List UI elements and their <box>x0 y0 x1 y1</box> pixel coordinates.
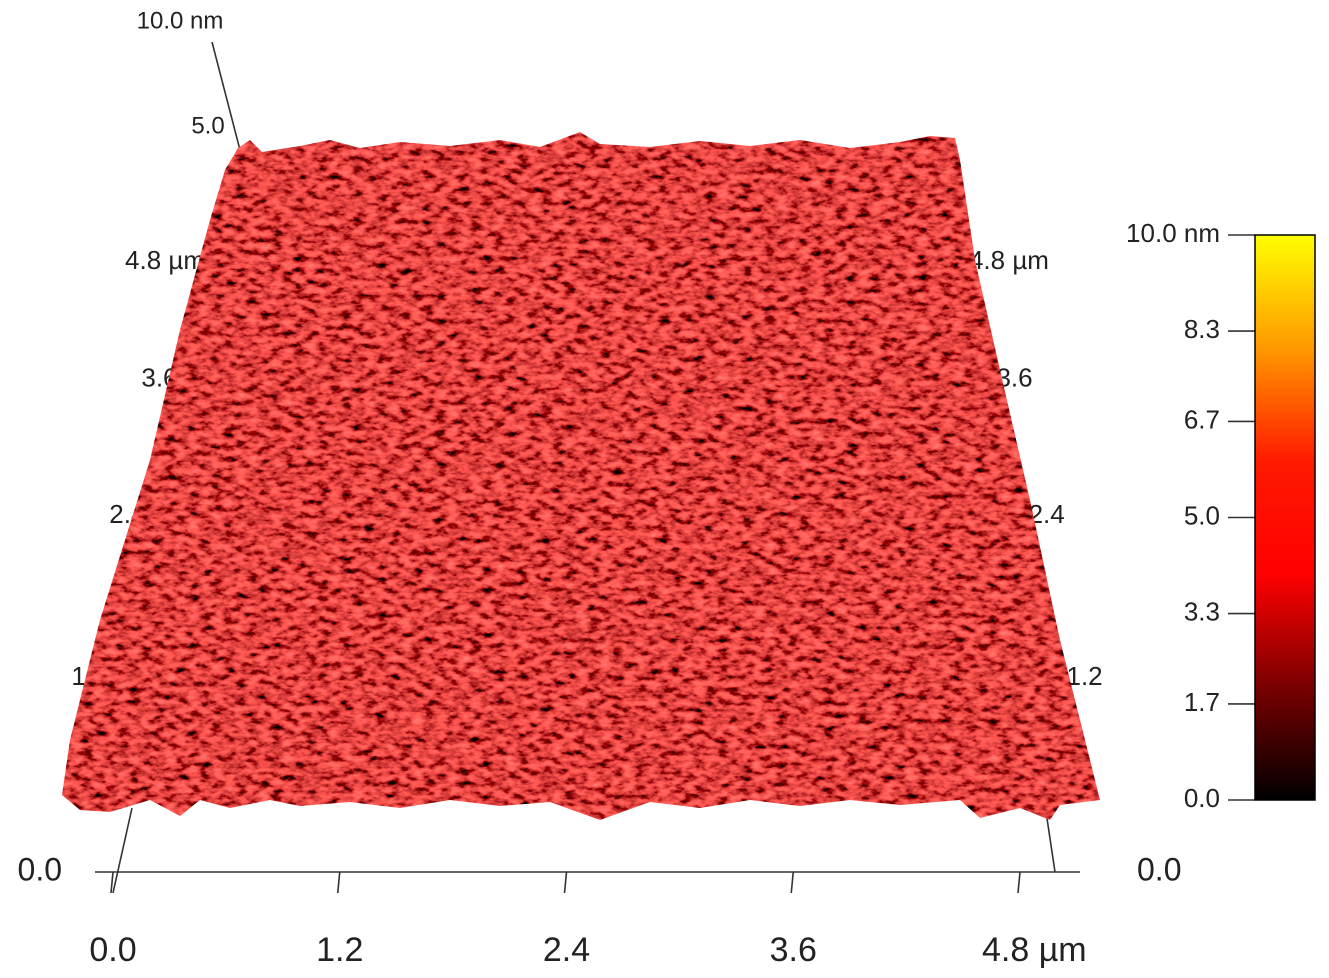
colorbar-tick-label: 0.0 <box>1184 783 1220 813</box>
colorbar <box>1254 234 1316 801</box>
x-tick <box>336 871 341 894</box>
x-tick-label: 4.8 µm <box>982 931 1087 969</box>
y-tick-label: 1.2 <box>1067 661 1103 691</box>
y-tick-label: 4.8 µm <box>969 245 1049 275</box>
x-tick-label: 1.2 <box>316 931 363 969</box>
x-tick-label: 0.0 <box>89 931 136 969</box>
y-axis-line <box>112 807 133 894</box>
colorbar-tick-label: 8.3 <box>1184 314 1220 344</box>
colorbar-tick-label: 5.0 <box>1184 500 1220 530</box>
z-axis-line <box>211 41 241 151</box>
surface <box>62 132 1100 820</box>
x-tick-label: 2.4 <box>543 931 590 969</box>
x-tick <box>1017 871 1021 894</box>
y-tick-label: 0.0 <box>1137 851 1181 887</box>
y-tick-label: 0.0 <box>18 851 62 887</box>
colorbar-tick-label: 10.0 nm <box>1126 218 1220 248</box>
y-tick-label: 4.8 µm <box>125 245 205 275</box>
colorbar-tick-label: 3.3 <box>1184 596 1220 626</box>
colorbar-tick-label: 1.7 <box>1184 687 1220 717</box>
x-tick <box>563 871 568 894</box>
axis-labels: 0.00.01.21.22.42.43.63.64.8 µm4.8 µm <box>18 245 1182 887</box>
x-tick <box>790 871 795 894</box>
z-tick-label: 5.0 <box>191 112 224 139</box>
z-tick-label: 10.0 nm <box>137 7 224 34</box>
colorbar-tick-label: 6.7 <box>1184 404 1220 434</box>
x-tick <box>110 871 114 894</box>
x-tick-label: 3.6 <box>770 931 817 969</box>
annotations: 0.0 1.2 2.4 3.6 4.8 µm 5.0 10.0 nm 0.0 1.7 3.3 5.0… <box>89 7 1220 969</box>
